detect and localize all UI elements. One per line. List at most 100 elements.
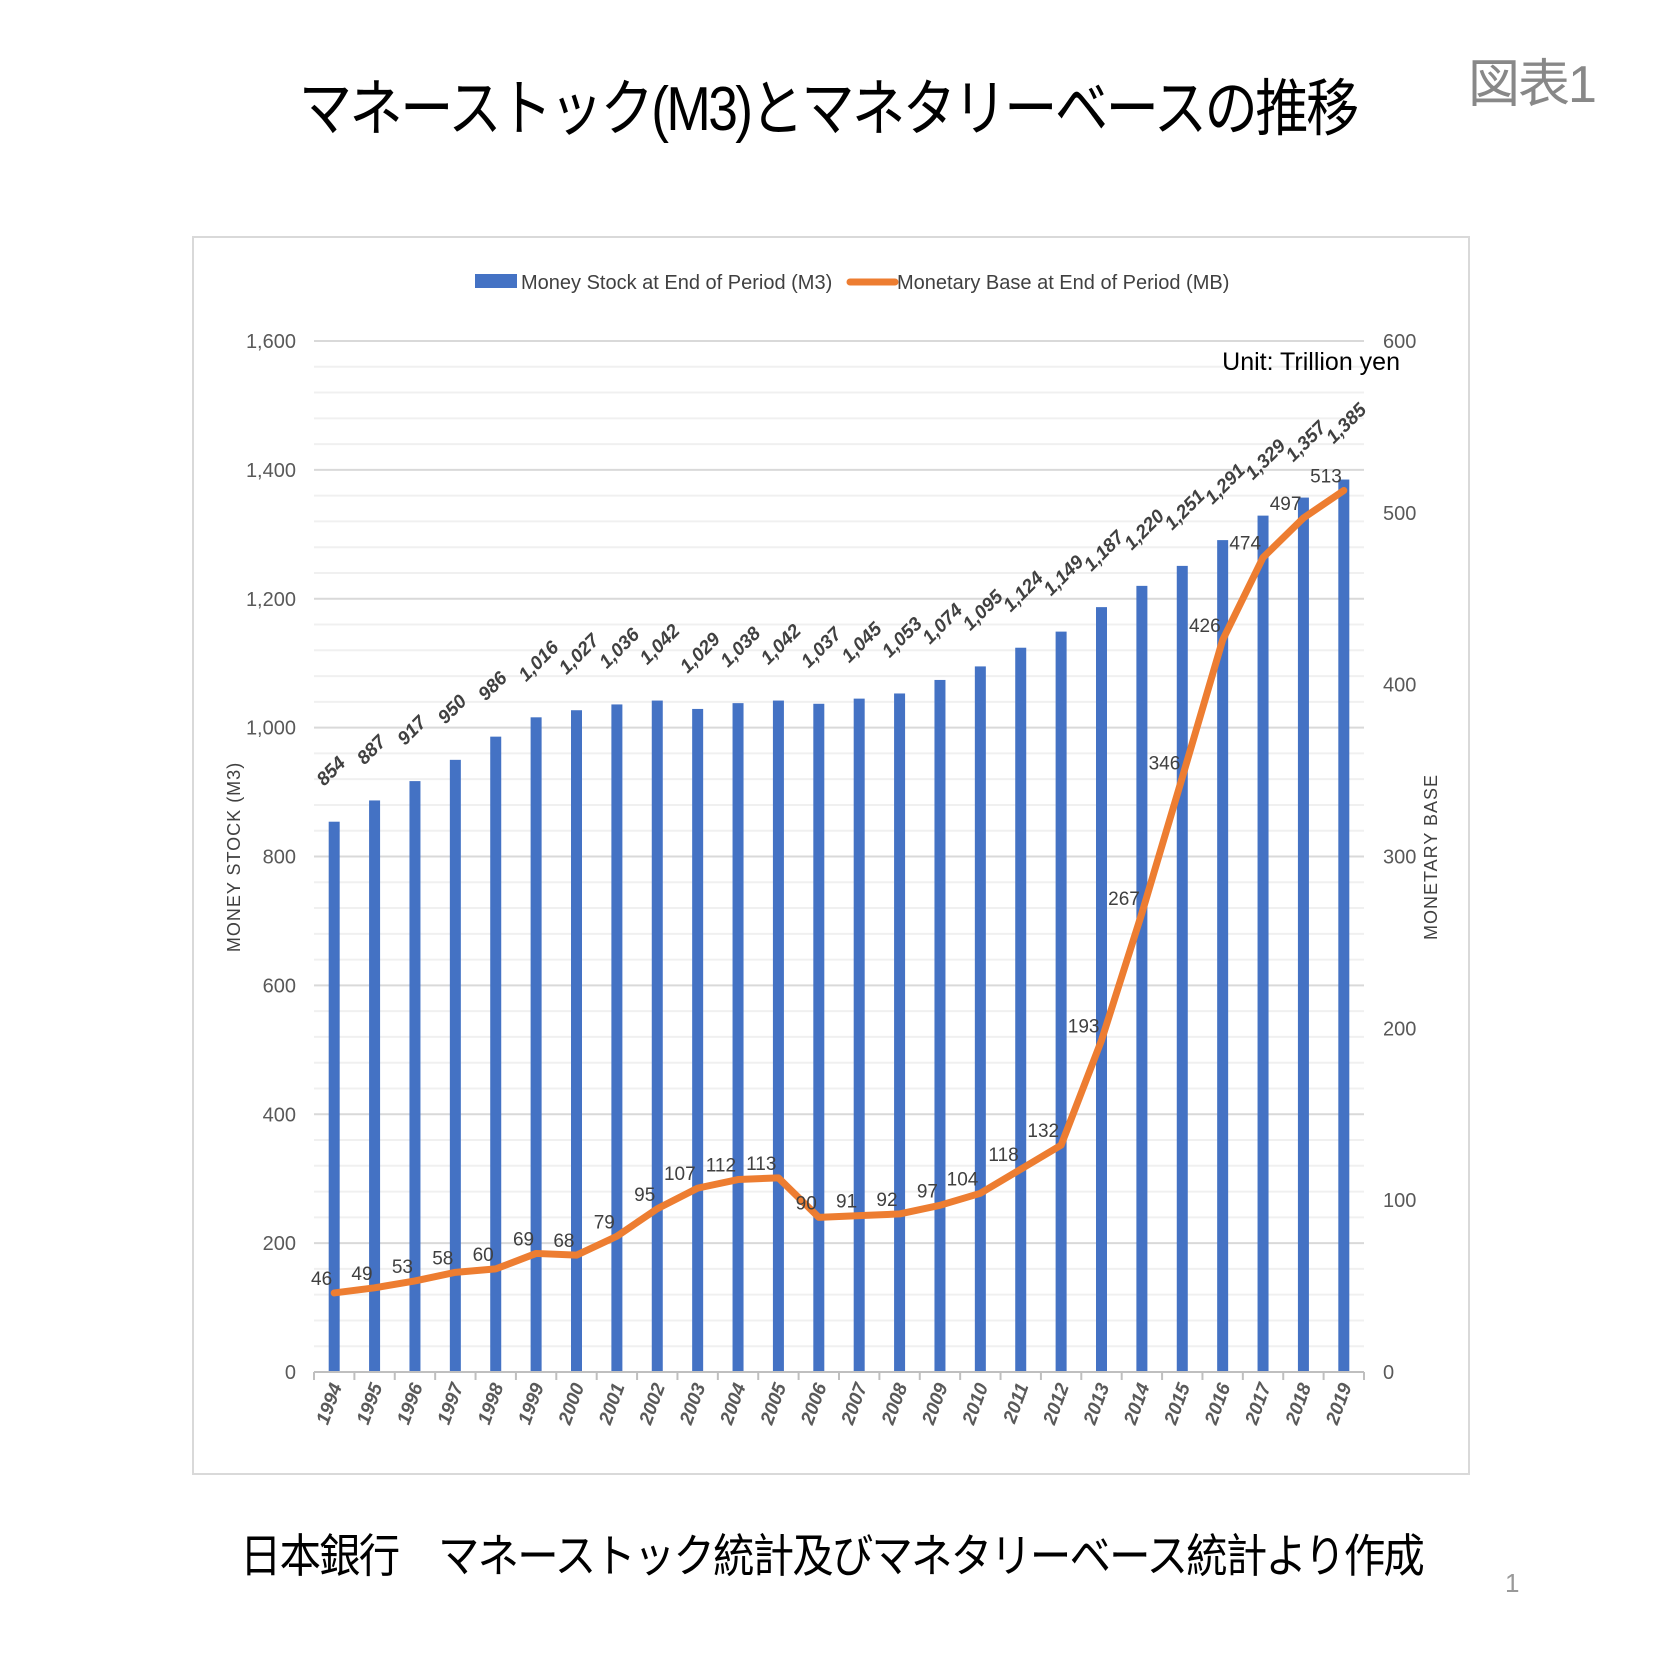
- x-tick-label: 2010: [959, 1380, 994, 1428]
- bar-m3: [692, 708, 704, 1372]
- bar-m3: [813, 703, 825, 1372]
- bar-m3: [934, 679, 946, 1372]
- bar-value-label: 1,042: [757, 620, 806, 669]
- x-tick-label: 1994: [313, 1380, 347, 1427]
- x-tick-label: 2013: [1080, 1380, 1115, 1428]
- x-tick-label: 2011: [999, 1381, 1033, 1428]
- line-value-label: 107: [664, 1164, 696, 1185]
- line-value-label: 91: [836, 1192, 857, 1213]
- line-value-label: 58: [432, 1248, 453, 1269]
- y2-tick-label: 200: [1383, 1018, 1416, 1040]
- bar-m3: [1338, 479, 1350, 1372]
- line-value-label: 95: [634, 1185, 655, 1206]
- chart-frame: [192, 236, 1470, 1475]
- y-axis-title: MONEY STOCK (M3): [224, 762, 244, 952]
- x-tick-label: 2008: [878, 1380, 913, 1428]
- y-tick-label: 200: [263, 1233, 296, 1255]
- bar-value-label: 1,036: [596, 624, 645, 673]
- bar-m3: [651, 700, 663, 1372]
- y-tick-label: 1,400: [246, 460, 296, 482]
- bar-value-label: 1,038: [717, 623, 766, 672]
- line-value-label: 79: [594, 1212, 615, 1233]
- line-value-label: 113: [746, 1154, 776, 1175]
- y2-tick-label: 300: [1383, 847, 1416, 869]
- x-tick-label: 2006: [797, 1380, 832, 1428]
- line-value-label: 497: [1270, 494, 1302, 515]
- page-number: 1: [1505, 1568, 1520, 1598]
- bar-m3: [1176, 565, 1188, 1372]
- axes: 1994 1995 1996 1997 1998 1999 2000 2001 2002 2003…: [313, 1371, 1365, 1429]
- bar-m3: [611, 704, 623, 1372]
- y2-tick-label: 600: [1383, 331, 1416, 353]
- bar-value-label: 1,124: [999, 567, 1048, 616]
- data-labels: 8548879179509861,0161,0271,0361,0421,029…: [311, 399, 1371, 1290]
- bar-value-label: 986: [474, 668, 512, 706]
- line-value-label: 104: [947, 1169, 979, 1190]
- y-tick-label: 600: [263, 975, 296, 997]
- line-value-label: 118: [988, 1145, 1018, 1166]
- line-value-label: 513: [1310, 466, 1342, 487]
- bar-m3: [449, 759, 461, 1372]
- legend-label-mb: Monetary Base at End of Period (MB): [897, 272, 1229, 294]
- legend: Money Stock at End of Period (M3) Moneta…: [475, 272, 1229, 294]
- line-value-label: 132: [1027, 1121, 1059, 1142]
- bar-m3: [409, 781, 421, 1372]
- x-tick-label: 2009: [918, 1380, 953, 1428]
- line-value-label: 46: [311, 1269, 332, 1290]
- y-tick-label: 1,000: [246, 718, 296, 740]
- y-tick-label: 1,600: [246, 331, 296, 353]
- bar-m3: [1297, 497, 1309, 1372]
- bar-m3: [490, 736, 502, 1372]
- page-title: マネーストック(M3)とマネタリーベースの推移: [298, 75, 1360, 144]
- y-tick-label: 800: [263, 847, 296, 869]
- x-tick-label: 2003: [676, 1380, 711, 1428]
- bar-value-label: 917: [394, 711, 432, 749]
- line-series: [330, 486, 1348, 1297]
- line-value-label: 53: [392, 1257, 413, 1278]
- bar-value-label: 950: [434, 691, 472, 729]
- x-tick-label: 2017: [1241, 1379, 1276, 1428]
- x-tick-label: 2002: [635, 1380, 670, 1428]
- bar-value-label: 1,385: [1322, 399, 1371, 448]
- line-value-label: 426: [1189, 616, 1221, 637]
- x-tick-label: 2016: [1201, 1380, 1236, 1428]
- line-value-label: 112: [706, 1156, 736, 1177]
- bar-m3: [853, 698, 865, 1372]
- bar-m3: [772, 700, 784, 1372]
- line-value-label: 346: [1149, 753, 1181, 774]
- x-tick-label: 2000: [555, 1380, 590, 1428]
- bar-m3: [1136, 585, 1148, 1372]
- x-tick-label: 2015: [1160, 1380, 1195, 1428]
- x-tick-label: 2004: [716, 1380, 751, 1428]
- line-value-label: 97: [917, 1181, 938, 1202]
- line-value-label: 90: [796, 1193, 817, 1214]
- y2-tick-label: 0: [1383, 1362, 1394, 1384]
- x-tick-label: 2019: [1322, 1380, 1357, 1428]
- bar-m3: [369, 800, 381, 1372]
- x-tick-label: 1998: [474, 1380, 508, 1427]
- bar-value-label: 1,357: [1282, 417, 1331, 466]
- bar-value-label: 887: [353, 731, 391, 769]
- line-value-label: 49: [351, 1264, 372, 1285]
- x-tick-label: 2001: [595, 1381, 630, 1429]
- bar-value-label: 1,037: [797, 623, 846, 672]
- bar-m3: [1096, 607, 1107, 1372]
- y-tick-label: 0: [285, 1362, 296, 1384]
- x-tick-label: 2007: [837, 1379, 872, 1428]
- line-value-label: 68: [553, 1231, 574, 1252]
- bar-m3: [1015, 647, 1027, 1372]
- y2-axis-title: MONETARY BASE: [1421, 774, 1441, 940]
- y2-tick-label: 400: [1383, 675, 1416, 697]
- source-note: 日本銀行 マネーストック統計及びマネタリーベース統計より作成: [240, 1530, 1425, 1582]
- y-tick-label: 400: [263, 1104, 296, 1126]
- bar-m3: [1217, 540, 1229, 1372]
- line-value-label: 60: [473, 1245, 494, 1266]
- bar-m3: [530, 717, 542, 1372]
- bar-m3: [571, 710, 582, 1372]
- y2-tick-label: 500: [1383, 503, 1416, 525]
- y-tick-label: 1,200: [246, 589, 296, 611]
- legend-label-m3: Money Stock at End of Period (M3): [521, 272, 832, 294]
- x-tick-label: 2018: [1282, 1380, 1317, 1428]
- bar-value-label: 854: [313, 753, 351, 791]
